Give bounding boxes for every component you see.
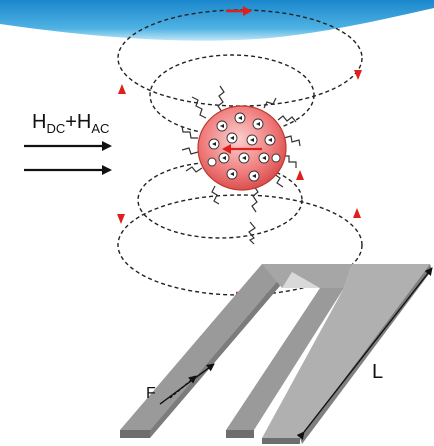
field-line-outer-top	[117, 9, 363, 107]
force-label: F	[146, 385, 156, 402]
arrow-up-right-icon	[353, 208, 361, 218]
force-arrows	[159, 363, 215, 405]
arrow-right-top-icon	[243, 6, 252, 16]
magnetic-bead-icon	[181, 85, 301, 245]
arrow-down-right-icon	[354, 70, 362, 80]
length-dimension-arrow	[296, 267, 433, 440]
applied-field-arrows	[24, 141, 112, 175]
length-label: L	[372, 361, 383, 383]
arrow-up-left-icon	[118, 84, 126, 94]
applied-field-label: HDC+HAC	[32, 111, 109, 136]
arrow-down-left-icon	[117, 214, 125, 224]
background-wave	[0, 0, 434, 41]
bead-magnetization-arrow-icon	[222, 144, 231, 154]
sensor-left-leg	[120, 264, 292, 430]
u-shaped-sensor-strip-icon	[120, 264, 432, 444]
field-line-inner-bottom	[137, 161, 303, 239]
arrow-up-inner-right-icon	[296, 170, 304, 180]
